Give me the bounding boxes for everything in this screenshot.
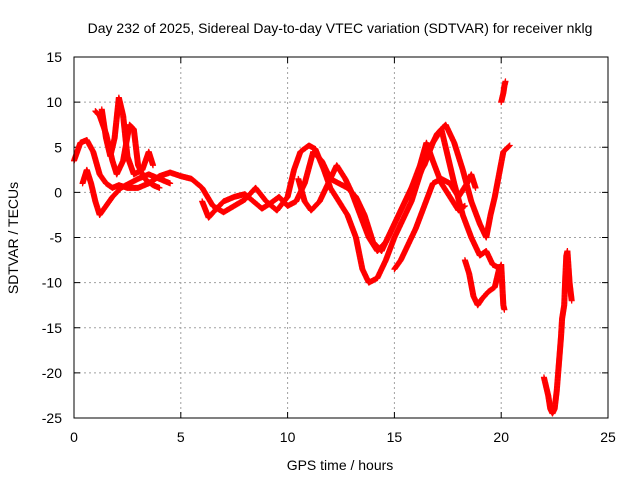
data-point — [501, 306, 508, 313]
plot-frame — [73, 56, 609, 419]
y-tick-label: -15 — [42, 320, 62, 336]
data-points — [71, 78, 575, 417]
y-tick-label: -10 — [42, 275, 62, 291]
x-tick-label: 20 — [493, 429, 509, 445]
x-tick-label: 15 — [387, 429, 403, 445]
series-track-9 — [498, 78, 509, 106]
series-track-7 — [391, 171, 479, 273]
y-tick-label: -20 — [42, 365, 62, 381]
x-axis-label: GPS time / hours — [287, 457, 394, 473]
series-track-6 — [295, 139, 468, 255]
y-tick-label: -25 — [42, 410, 62, 426]
data-point — [461, 202, 468, 209]
series-track-10 — [540, 248, 575, 417]
y-tick-label: 15 — [46, 49, 62, 65]
x-tick-label: 5 — [177, 429, 185, 445]
y-axis-label: SDTVAR / TECUs — [5, 182, 21, 294]
data-point — [506, 142, 513, 149]
data-point — [502, 78, 509, 85]
data-point — [156, 184, 163, 191]
data-point — [167, 180, 174, 187]
data-point — [506, 143, 513, 150]
data-point — [472, 184, 479, 191]
y-tick-label: -5 — [50, 230, 63, 246]
axis-ticks: 0 5 10 15 20 25 -25 -20 -15 -10 -5 0 5 10 15 — [42, 49, 616, 445]
y-tick-label: 0 — [54, 184, 62, 200]
series-track-8 — [461, 257, 508, 313]
chart-title: Day 232 of 2025, Sidereal Day-to-day VTE… — [88, 20, 593, 36]
y-tick-label: 10 — [46, 94, 62, 110]
x-tick-label: 25 — [600, 429, 616, 445]
data-point — [150, 162, 157, 169]
series-track-2 — [79, 166, 174, 218]
data-point — [568, 297, 575, 304]
grid — [74, 57, 608, 418]
x-tick-label: 10 — [280, 429, 296, 445]
data-point — [505, 143, 512, 150]
series-track-4 — [98, 94, 157, 178]
y-tick-label: 5 — [54, 139, 62, 155]
x-tick-label: 0 — [70, 429, 78, 445]
